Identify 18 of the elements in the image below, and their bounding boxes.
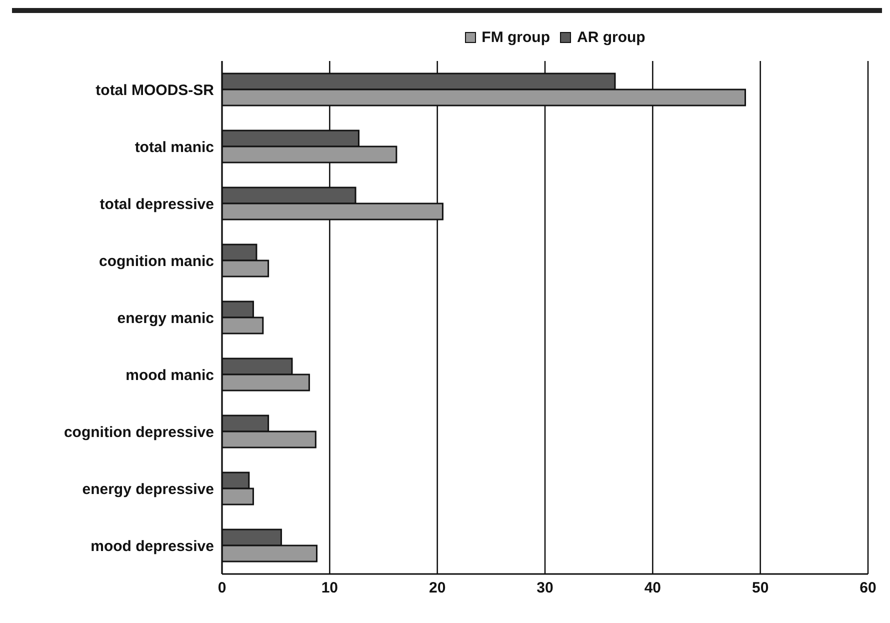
legend-label: FM group <box>480 28 550 46</box>
x-tick-label: 0 <box>218 580 226 597</box>
x-tick-label: 30 <box>536 580 554 597</box>
x-tick-label: 40 <box>644 580 662 597</box>
x-tick-label: 20 <box>428 580 446 597</box>
y-tick-label: cognition manic <box>98 252 214 270</box>
y-tick-label: energy manic <box>117 310 214 327</box>
y-tick-label: energy depressive <box>82 480 214 498</box>
x-tick-label: 60 <box>860 580 876 597</box>
legend-label: AR group <box>576 28 646 46</box>
y-tick-label: total MOODS-SR <box>96 82 214 99</box>
y-tick-label: cognition depressive <box>64 424 214 441</box>
y-tick-label: total manic <box>134 138 214 156</box>
y-tick-label: mood depressive <box>90 538 214 555</box>
y-tick-label: mood manic <box>126 366 214 384</box>
x-tick-label: 50 <box>752 580 769 597</box>
y-tick-label: total depressive <box>100 196 214 213</box>
x-tick-label: 10 <box>321 580 338 597</box>
